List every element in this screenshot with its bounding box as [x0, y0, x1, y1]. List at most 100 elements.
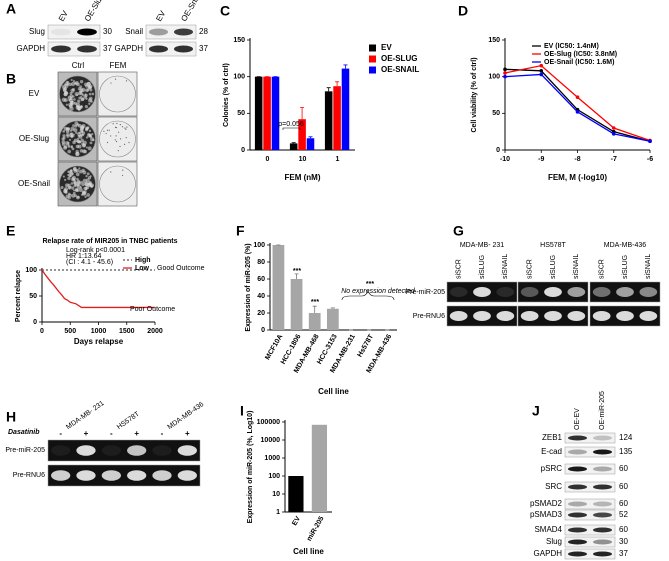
- colony: [85, 185, 90, 190]
- size-label: 52: [619, 510, 628, 519]
- colony: [75, 144, 80, 149]
- colony: [83, 149, 87, 154]
- band: [639, 287, 658, 297]
- group-label: HS578T: [540, 242, 566, 249]
- colony: [72, 133, 75, 136]
- colony: [85, 128, 88, 131]
- well: [99, 120, 136, 158]
- colony: [87, 146, 92, 151]
- colony: [89, 141, 93, 145]
- colony: [118, 131, 120, 133]
- colony: [67, 144, 70, 147]
- band: [174, 45, 193, 53]
- colony: [63, 83, 67, 86]
- colony: [79, 79, 84, 84]
- colony: [122, 169, 124, 171]
- x-tick-label: 1: [336, 156, 340, 163]
- lane-label: -: [161, 429, 164, 438]
- band: [568, 512, 587, 518]
- error-bar: [343, 64, 348, 69]
- row-label: GAPDH: [115, 44, 144, 53]
- colony: [76, 177, 79, 181]
- colony: [64, 87, 67, 91]
- band: [639, 311, 658, 321]
- band: [567, 287, 586, 297]
- band: [568, 551, 587, 557]
- row-label: Pre-RNU6: [413, 313, 445, 320]
- x-tick-label: 500: [64, 328, 76, 335]
- bar: [289, 143, 298, 150]
- band: [593, 527, 612, 533]
- colony: [62, 136, 66, 140]
- point: [648, 139, 652, 143]
- point: [575, 95, 580, 99]
- y-tick-label: 150: [488, 37, 500, 44]
- size-label: 60: [619, 482, 628, 491]
- y-axis-label: Colonies (% of ctrl): [223, 63, 230, 127]
- legend-swatch: [369, 66, 376, 74]
- x-axis-label: FEM (nM): [285, 173, 321, 182]
- bar: [298, 119, 306, 150]
- band: [101, 470, 121, 481]
- band: [152, 445, 172, 456]
- band: [149, 28, 168, 36]
- size-label: 30: [103, 27, 112, 36]
- lane-label: EV: [154, 9, 167, 23]
- row-label: SMAD4: [534, 525, 562, 534]
- error-bar: [294, 273, 299, 279]
- colony: [117, 150, 119, 152]
- bar: [308, 313, 321, 330]
- band: [593, 512, 612, 518]
- annotation: (CI : 4.1 - 45.6): [66, 259, 113, 266]
- group-label: HS578T: [116, 410, 142, 431]
- y-tick-label: 0: [261, 327, 265, 334]
- colony: [88, 98, 93, 103]
- colony: [119, 145, 121, 148]
- band: [592, 311, 611, 321]
- bar: [333, 86, 341, 150]
- y-tick-label: 40: [257, 293, 265, 300]
- band: [593, 539, 612, 545]
- colony: [67, 192, 71, 196]
- y-tick-label: 150: [233, 37, 245, 44]
- row-label: Slug: [29, 27, 45, 36]
- x-tick-label: 10: [299, 156, 307, 163]
- colony: [68, 138, 72, 141]
- y-tick-label: 0: [241, 147, 245, 154]
- colony: [88, 85, 92, 90]
- size-label: 60: [619, 499, 628, 508]
- colony: [114, 139, 116, 141]
- colony: [73, 194, 77, 198]
- annotation: HR 1:13.64: [66, 253, 102, 260]
- panel-label: H: [6, 409, 16, 425]
- colony: [106, 129, 109, 131]
- blot-strip: [47, 439, 201, 462]
- lane-label: OE-Slug: [83, 0, 106, 23]
- colony: [71, 193, 75, 198]
- colony: [79, 186, 83, 189]
- size-label: 135: [619, 447, 633, 456]
- size-label: 30: [619, 537, 628, 546]
- colony: [108, 129, 110, 131]
- x-tick-label: 0: [40, 328, 44, 335]
- colony: [123, 143, 126, 145]
- colony: [75, 151, 80, 157]
- annotation: ***: [311, 299, 319, 306]
- band: [593, 484, 612, 490]
- y-tick-label: 50: [29, 293, 37, 300]
- band: [177, 445, 197, 456]
- y-tick-label: 60: [257, 276, 265, 283]
- colony: [73, 98, 76, 101]
- panel-label: I: [240, 403, 244, 419]
- column-label: Ctrl: [72, 61, 85, 70]
- panel-label: E: [6, 223, 15, 239]
- colony: [72, 80, 76, 83]
- colony: [128, 141, 130, 144]
- y-tick-label: 100: [233, 74, 245, 81]
- bar: [271, 76, 280, 150]
- colony: [70, 134, 73, 138]
- band: [496, 287, 515, 297]
- band: [568, 435, 587, 441]
- band: [593, 449, 612, 455]
- colony: [68, 170, 73, 175]
